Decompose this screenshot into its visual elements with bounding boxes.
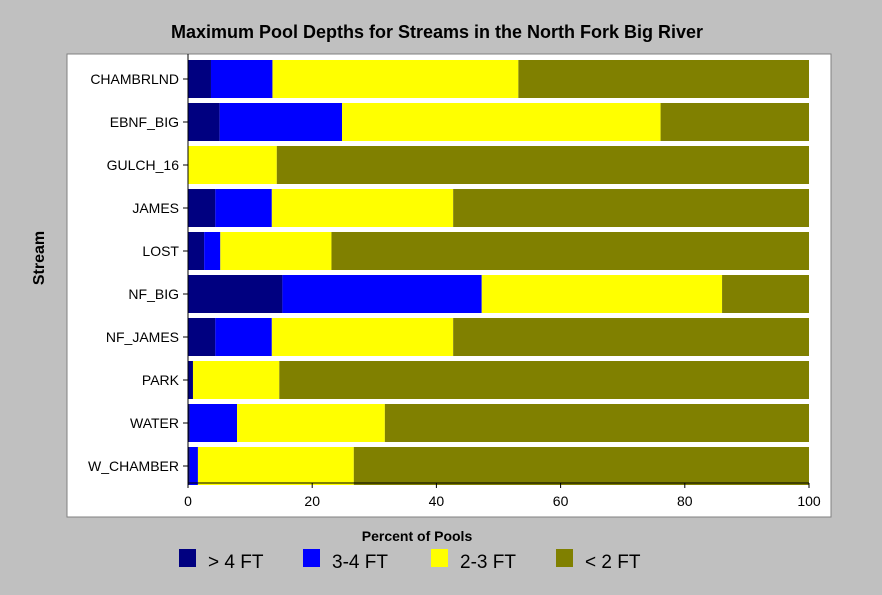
x-tick-label: 40: [429, 493, 445, 509]
bar-segment: [331, 232, 809, 270]
chart-title: Maximum Pool Depths for Streams in the N…: [171, 22, 703, 42]
bar-segment: [453, 189, 809, 227]
bar-segment: [192, 361, 280, 399]
bar-segment: [453, 318, 809, 356]
bar-segment: [188, 232, 205, 270]
bar-segment: [204, 232, 221, 270]
bar-segment: [518, 60, 809, 98]
y-tick-label: LOST: [142, 243, 179, 259]
bars-layer: [188, 60, 810, 485]
bar-segment: [188, 60, 211, 98]
bar-segment: [210, 60, 273, 98]
bar-segment: [353, 447, 809, 485]
bar-segment: [279, 361, 809, 399]
bar-segment: [188, 361, 193, 399]
bar-segment: [271, 189, 454, 227]
bar-segment: [189, 404, 238, 442]
legend-swatch: [303, 549, 320, 567]
bar-segment: [188, 275, 283, 313]
bar-segment: [188, 146, 277, 184]
bar-segment: [282, 275, 482, 313]
legend-swatch: [431, 549, 448, 567]
y-tick-label: JAMES: [132, 200, 179, 216]
bar-segment: [188, 404, 190, 442]
y-tick-label: PARK: [142, 372, 180, 388]
bar-segment: [215, 189, 272, 227]
bar-segment: [189, 447, 198, 485]
y-tick-label: GULCH_16: [107, 157, 180, 173]
y-tick-label: NF_JAMES: [106, 329, 179, 345]
y-tick-label: WATER: [130, 415, 179, 431]
bar-segment: [188, 189, 216, 227]
bar-segment: [342, 103, 661, 141]
y-tick-label: W_CHAMBER: [88, 458, 179, 474]
legend-swatch: [556, 549, 573, 567]
legend-label: < 2 FT: [585, 552, 641, 573]
bar-segment: [272, 60, 519, 98]
y-tick-label: EBNF_BIG: [110, 114, 179, 130]
x-axis-label: Percent of Pools: [362, 528, 473, 544]
bar-segment: [660, 103, 809, 141]
bar-segment: [188, 318, 216, 356]
x-tick-label: 20: [304, 493, 320, 509]
x-tick-label: 60: [553, 493, 569, 509]
bar-segment: [215, 318, 272, 356]
bar-segment: [219, 103, 343, 141]
legend-label: > 4 FT: [208, 552, 264, 573]
y-tick-label: NF_BIG: [128, 286, 179, 302]
bar-segment: [276, 146, 810, 184]
legend: > 4 FT 3-4 FT 2-3 FT < 2 FT: [179, 549, 641, 573]
legend-swatch: [179, 549, 196, 567]
bar-segment: [188, 447, 190, 485]
x-tick-label: 80: [677, 493, 693, 509]
x-tick-label: 0: [184, 493, 192, 509]
bar-segment: [481, 275, 723, 313]
x-tick-label: 100: [797, 493, 821, 509]
bar-segment: [197, 447, 354, 485]
bar-segment: [220, 232, 332, 270]
bar-segment: [384, 404, 809, 442]
legend-label: 3-4 FT: [332, 552, 388, 573]
bar-segment: [722, 275, 809, 313]
bar-segment: [271, 318, 454, 356]
y-axis-label: Stream: [31, 231, 48, 285]
bar-segment: [237, 404, 385, 442]
bar-segment: [188, 103, 220, 141]
y-axis: CHAMBRLND EBNF_BIG GULCH_16 JAMES LOST NF_BIG…: [88, 54, 189, 483]
x-axis: 0 20 40 60 80 100: [184, 482, 821, 509]
y-tick-label: CHAMBRLND: [90, 71, 179, 87]
legend-label: 2-3 FT: [460, 552, 516, 573]
